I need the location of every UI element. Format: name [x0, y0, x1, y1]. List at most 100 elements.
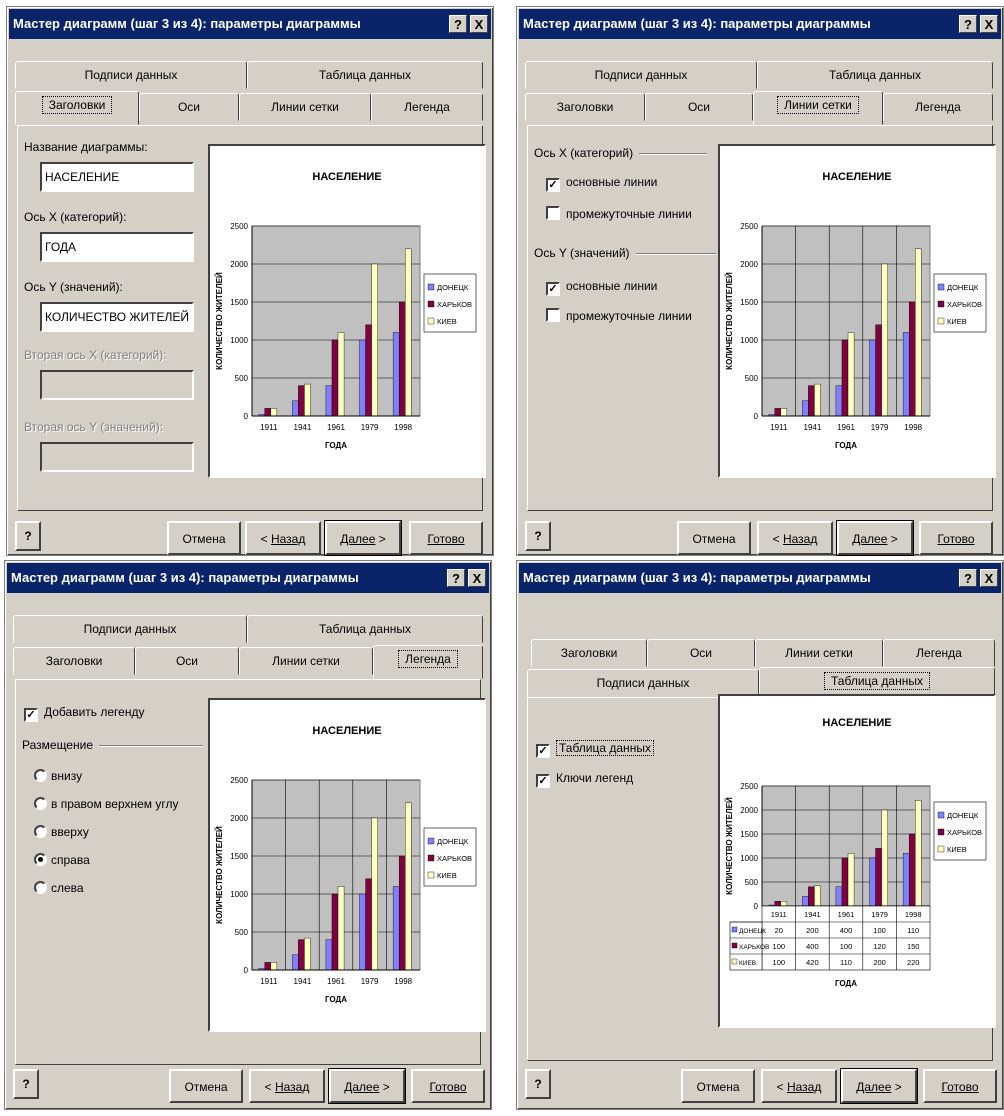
- next-button[interactable]: Далее >: [328, 1068, 406, 1104]
- radio-icon: [34, 881, 47, 894]
- placement-top-radio[interactable]: вверху: [34, 824, 89, 840]
- legend-entry: ХАРЬКОВ: [437, 300, 472, 309]
- cancel-button[interactable]: Отмена: [677, 521, 751, 555]
- legend-swatch: [427, 871, 435, 879]
- tab-titles[interactable]: Заголовки: [525, 93, 645, 121]
- help-button[interactable]: ?: [525, 1069, 551, 1099]
- window-title: Мастер диаграмм (шаг 3 из 4): параметры …: [13, 16, 361, 31]
- tab-legend[interactable]: Легенда: [373, 645, 483, 679]
- y-tick-label: 1500: [740, 830, 758, 839]
- data-table-cell: 400: [806, 942, 819, 951]
- x-tick-label: 1979: [361, 977, 379, 986]
- x-tick-label: 1998: [904, 423, 922, 432]
- tab-titles[interactable]: Заголовки: [531, 639, 647, 667]
- tab-titles[interactable]: Заголовки: [13, 647, 135, 675]
- title-bar: Мастер диаграмм (шаг 3 из 4): параметры …: [7, 563, 489, 593]
- help-button[interactable]: ?: [525, 521, 551, 551]
- placement-right-radio[interactable]: справа: [34, 852, 90, 868]
- bar: [869, 339, 876, 417]
- help-button[interactable]: ?: [13, 1069, 39, 1099]
- help-icon[interactable]: ?: [449, 15, 467, 33]
- bar: [808, 886, 815, 907]
- tab-axes[interactable]: Оси: [139, 93, 239, 121]
- tab-data-labels[interactable]: Подписи данных: [525, 61, 757, 89]
- back-button[interactable]: < Назад: [757, 521, 833, 555]
- back-button[interactable]: < Назад: [249, 1069, 325, 1103]
- bar: [298, 939, 305, 971]
- chart-title-input[interactable]: НАСЕЛЕНИЕ: [40, 162, 194, 192]
- next-button[interactable]: Далее >: [836, 520, 914, 556]
- tab-data-labels[interactable]: Подписи данных: [13, 615, 247, 643]
- y-major-gridlines-checkbox[interactable]: ✓ основные линии: [546, 278, 657, 296]
- tab-legend[interactable]: Легенда: [883, 639, 995, 667]
- legend-swatch: [937, 845, 945, 853]
- placement-left-radio[interactable]: слева: [34, 880, 84, 896]
- next-button[interactable]: Далее >: [324, 520, 402, 556]
- finish-button[interactable]: Готово: [409, 521, 483, 555]
- data-table-cell: 100: [840, 942, 853, 951]
- tab-panel: Ось X (категорий) ✓ основные линии промеж…: [527, 125, 996, 511]
- cancel-button[interactable]: Отмена: [681, 1069, 755, 1103]
- tab-data-labels[interactable]: Подписи данных: [15, 61, 247, 89]
- bar: [915, 800, 922, 907]
- tab-axes[interactable]: Оси: [645, 93, 753, 121]
- y-axis-title-input[interactable]: КОЛИЧЕСТВО ЖИТЕЛЕЙ: [40, 302, 194, 332]
- cancel-button[interactable]: Отмена: [169, 1069, 243, 1103]
- tab-data-labels[interactable]: Подписи данных: [527, 669, 759, 697]
- tab-panel: ✓ Таблица данных ✓ Ключи легенд НАСЕЛЕНИЕ 0…: [527, 694, 996, 1061]
- help-button[interactable]: ?: [15, 521, 41, 551]
- x-minor-gridlines-checkbox[interactable]: промежуточные линии: [546, 206, 692, 222]
- cancel-button[interactable]: Отмена: [167, 521, 241, 555]
- tab-data-table[interactable]: Таблица данных: [247, 615, 483, 643]
- tab-gridlines[interactable]: Линии сетки: [239, 647, 373, 675]
- x-axis-title: ГОДА: [835, 441, 857, 450]
- tab-data-table[interactable]: Таблица данных: [247, 61, 483, 89]
- y2-axis-title-label: Вторая ось Y (значений):: [24, 420, 164, 434]
- x-major-gridlines-checkbox[interactable]: ✓ основные линии: [546, 174, 657, 192]
- legend-keys-checkbox[interactable]: ✓ Ключи легенд: [536, 770, 633, 788]
- show-legend-checkbox[interactable]: ✓ Добавить легенду: [24, 704, 144, 722]
- help-icon[interactable]: ?: [959, 569, 977, 587]
- close-icon[interactable]: X: [980, 15, 998, 33]
- back-button[interactable]: < Назад: [761, 1069, 837, 1103]
- help-icon[interactable]: ?: [447, 569, 465, 587]
- bar: [814, 885, 821, 907]
- chart-svg: НАСЕЛЕНИЕ 0 500 1000 1500 2000 2500 1911 1941 196…: [725, 171, 987, 450]
- y-tick-label: 1000: [230, 336, 248, 345]
- tab-titles[interactable]: Заголовки: [15, 91, 139, 125]
- x-axis-group-label: Ось X (категорий): [534, 146, 708, 160]
- next-button[interactable]: Далее >: [840, 1068, 918, 1104]
- bar: [881, 263, 888, 417]
- tab-axes[interactable]: Оси: [135, 647, 239, 675]
- placement-group-label: Размещение: [22, 738, 203, 752]
- tab-gridlines[interactable]: Линии сетки: [755, 639, 883, 667]
- bar: [304, 937, 311, 971]
- finish-button[interactable]: Готово: [411, 1069, 485, 1103]
- tab-legend[interactable]: Легенда: [883, 93, 993, 121]
- placement-bottom-radio[interactable]: внизу: [34, 768, 82, 784]
- legend-entry: КИЕВ: [947, 317, 967, 326]
- chart-svg: НАСЕЛЕНИЕ 0 500 1000 1500 2000 2500 КОЛИЧЕСТВО …: [725, 717, 987, 988]
- x-axis-title-input[interactable]: ГОДА: [40, 232, 194, 262]
- tab-gridlines[interactable]: Линии сетки: [239, 93, 371, 121]
- chart-title: НАСЕЛЕНИЕ: [822, 171, 891, 183]
- bar: [835, 385, 843, 417]
- back-button[interactable]: < Назад: [245, 521, 321, 555]
- tab-data-table[interactable]: Таблица данных: [757, 61, 993, 89]
- close-icon[interactable]: X: [980, 569, 998, 587]
- placement-corner-radio[interactable]: в правом верхнем углу: [34, 796, 179, 812]
- close-icon[interactable]: X: [468, 569, 486, 587]
- legend-swatch: [427, 854, 435, 862]
- help-icon[interactable]: ?: [959, 15, 977, 33]
- close-icon[interactable]: X: [470, 15, 488, 33]
- y-minor-gridlines-checkbox[interactable]: промежуточные линии: [546, 308, 692, 324]
- show-data-table-checkbox[interactable]: ✓ Таблица данных: [536, 740, 654, 758]
- tab-axes[interactable]: Оси: [647, 639, 755, 667]
- tab-legend[interactable]: Легенда: [371, 93, 483, 121]
- chart-wizard-dialog-legend: Мастер диаграмм (шаг 3 из 4): параметры …: [4, 560, 492, 1110]
- finish-button[interactable]: Готово: [919, 521, 993, 555]
- bar: [359, 893, 366, 971]
- tab-gridlines[interactable]: Линии сетки: [753, 91, 883, 125]
- finish-button[interactable]: Готово: [923, 1069, 997, 1103]
- legend-swatch: [427, 300, 435, 308]
